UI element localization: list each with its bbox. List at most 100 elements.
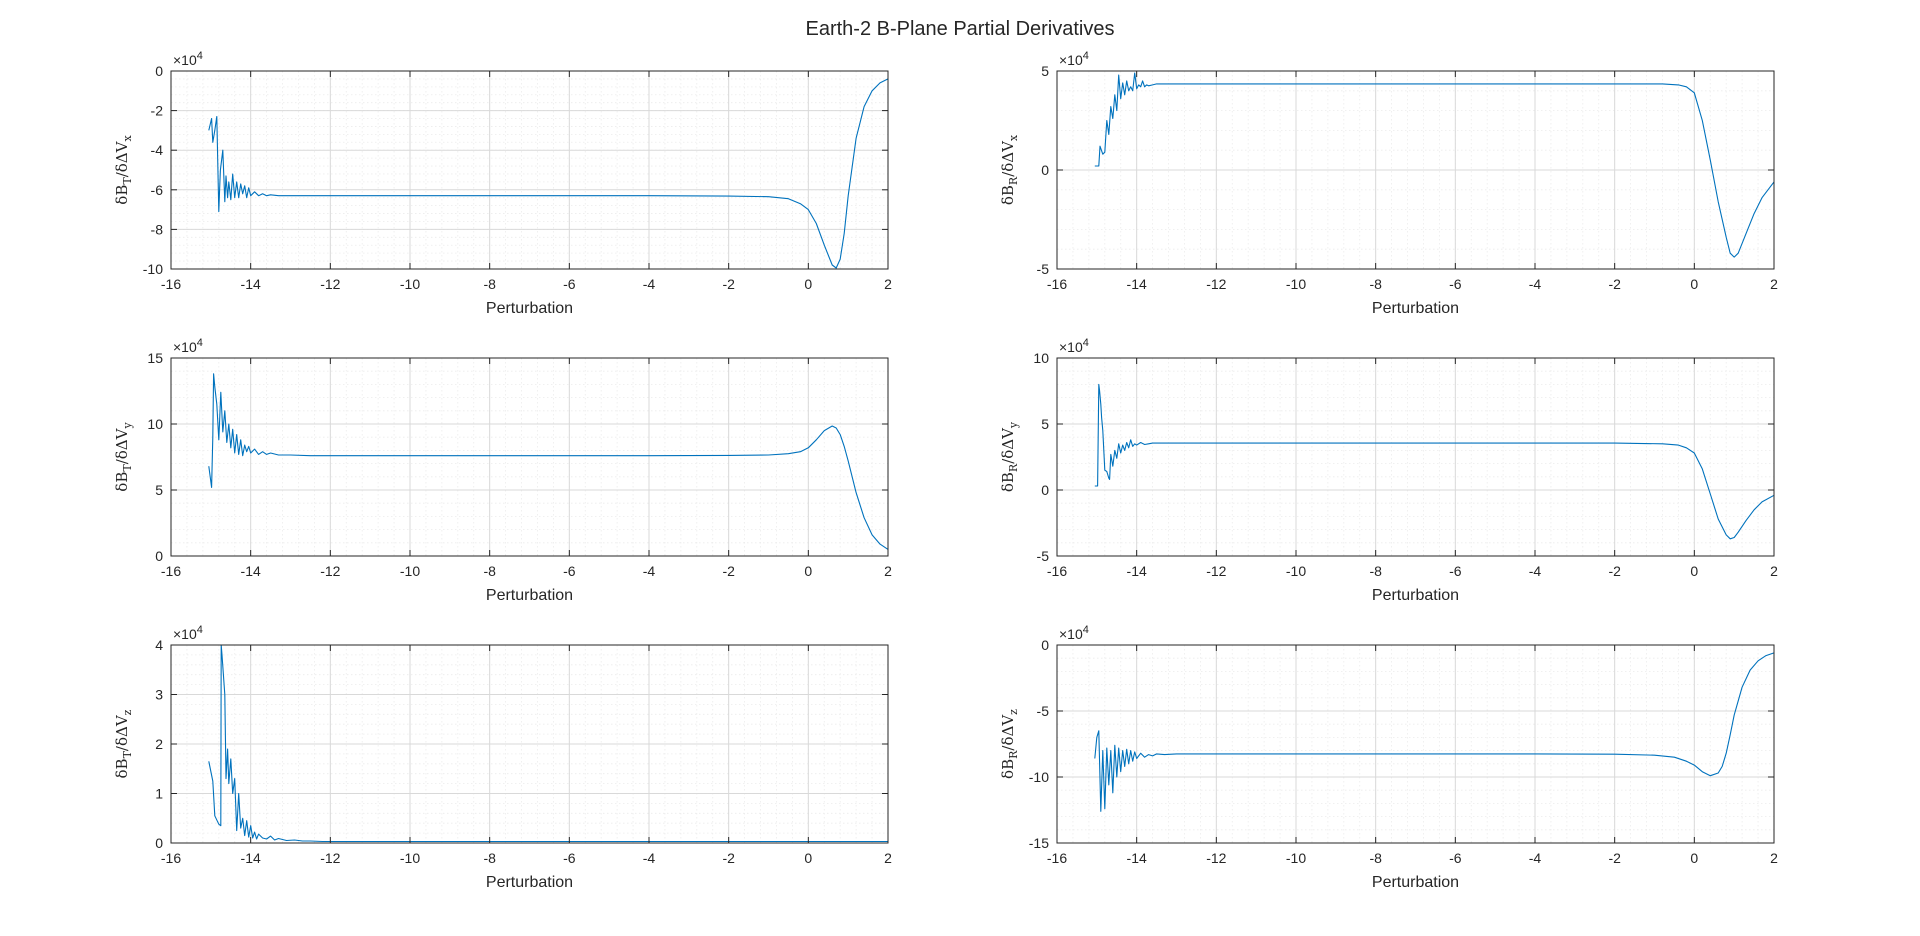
x-tick-label: -16 [1047,563,1067,579]
y-tick-label: -2 [151,103,164,119]
x-tick-label: -6 [563,276,576,292]
y-tick-label: -10 [143,261,163,277]
x-tick-label: -14 [1127,276,1147,292]
y-tick-label: -15 [1029,835,1049,851]
figure-title: Earth-2 B-Plane Partial Derivatives [805,18,1114,40]
x-tick-label: 2 [884,276,892,292]
x-tick-label: -2 [722,563,735,579]
series-line [208,644,888,843]
x-tick-label: -12 [1206,276,1226,292]
y-tick-label: 3 [155,687,163,703]
ticks: -16 -14 -12 -10 -8 -6 -4 -2 0 2 0 5 10 15 [147,350,892,579]
subplot-6: -16 -14 -12 -10 -8 -6 -4 -2 0 2 -15 -10 -5 0 ×104 Pertu… [999,624,1778,891]
x-tick-label: -16 [161,563,181,579]
y-axis-label: δBT/δΔVy [113,422,134,492]
x-tick-label: -16 [1047,276,1067,292]
major-grid [170,357,889,557]
series-line [1094,72,1775,258]
x-tick-label: 2 [1770,850,1778,866]
y-axis-label: δBT/δΔVx [113,135,134,205]
x-axis-label: Perturbation [486,874,573,891]
x-tick-label: -4 [1529,563,1542,579]
x-tick-label: -8 [483,563,496,579]
x-tick-label: -10 [1286,276,1306,292]
axes-frame [170,357,889,557]
y-tick-label: 1 [155,786,163,802]
y-axis-label: δBT/δΔVz [113,709,134,778]
x-tick-label: 0 [1690,276,1698,292]
subplot-2: -16 -14 -12 -10 -8 -6 -4 -2 0 2 -5 0 5 ×104 Perturbati… [999,50,1778,317]
x-tick-label: -10 [1286,850,1306,866]
y-exponent-label: ×104 [1059,624,1089,642]
y-tick-label: 5 [1041,63,1049,79]
ticks: -16 -14 -12 -10 -8 -6 -4 -2 0 2 -15 -10 -5 0 [1029,637,1778,866]
x-tick-label: 0 [804,276,812,292]
x-tick-label: -10 [400,276,420,292]
minor-grid [170,357,889,557]
y-tick-label: 0 [1041,482,1049,498]
ticks: -16 -14 -12 -10 -8 -6 -4 -2 0 2 -10 -8 -6 -4 -2 0 [143,63,892,292]
x-tick-label: -14 [1127,563,1147,579]
x-tick-label: -16 [161,276,181,292]
subplot-4: -16 -14 -12 -10 -8 -6 -4 -2 0 2 -5 0 5 10 ×104 Perturba… [999,337,1778,604]
y-tick-label: -5 [1037,548,1050,564]
series-line [1094,383,1775,540]
x-tick-label: -14 [241,276,261,292]
x-tick-label: 0 [1690,563,1698,579]
y-exponent-label: ×104 [173,624,203,642]
y-tick-label: 4 [155,637,163,653]
x-tick-label: 0 [804,850,812,866]
x-axis-label: Perturbation [486,587,573,604]
y-tick-label: 0 [1041,637,1049,653]
x-axis-label: Perturbation [1372,300,1459,317]
y-tick-label: 0 [155,835,163,851]
series-line [1094,652,1775,812]
y-tick-label: 10 [1033,350,1049,366]
x-tick-label: 0 [1690,850,1698,866]
y-tick-label: -6 [151,182,164,198]
x-tick-label: -14 [241,563,261,579]
x-tick-label: -2 [1608,850,1621,866]
axes-frame [1056,644,1775,844]
x-tick-label: -12 [320,563,340,579]
y-tick-label: 0 [155,548,163,564]
major-grid [170,70,889,270]
x-tick-label: -6 [1449,563,1462,579]
x-tick-label: 0 [804,563,812,579]
x-tick-label: -4 [643,850,656,866]
x-tick-label: -12 [320,850,340,866]
x-tick-label: -10 [1286,563,1306,579]
x-tick-label: -12 [1206,563,1226,579]
axes-frame [170,70,889,270]
y-tick-label: 10 [147,416,163,432]
x-tick-label: -10 [400,850,420,866]
x-tick-label: -4 [1529,276,1542,292]
y-tick-label: 0 [155,63,163,79]
x-tick-label: -6 [1449,850,1462,866]
x-tick-label: -8 [1369,276,1382,292]
subplot-5: -16 -14 -12 -10 -8 -6 -4 -2 0 2 0 1 2 3 4 ×104 Perturbat… [113,624,892,891]
x-tick-label: -4 [643,563,656,579]
x-tick-label: 2 [884,850,892,866]
y-axis-label: δBR/δΔVz [999,709,1020,779]
x-axis-label: Perturbation [486,300,573,317]
y-tick-label: 5 [155,482,163,498]
x-tick-label: -16 [161,850,181,866]
axes-frame [1056,357,1775,557]
major-grid [1056,644,1775,844]
y-tick-label: 0 [1041,162,1049,178]
x-tick-label: -6 [563,563,576,579]
minor-grid [1056,357,1775,557]
y-tick-label: -5 [1037,261,1050,277]
subplot-grid: -16 -14 -12 -10 -8 -6 -4 -2 0 2 -10 -8 -6 -4 -2 0 ×104 Pe… [113,50,1778,891]
x-tick-label: -16 [1047,850,1067,866]
x-tick-label: 2 [884,563,892,579]
y-exponent-label: ×104 [1059,50,1089,68]
y-exponent-label: ×104 [173,50,203,68]
y-exponent-label: ×104 [173,337,203,355]
y-tick-label: 5 [1041,416,1049,432]
x-tick-label: -6 [1449,276,1462,292]
y-axis-label: δBR/δΔVx [999,134,1020,205]
x-tick-label: -8 [1369,850,1382,866]
